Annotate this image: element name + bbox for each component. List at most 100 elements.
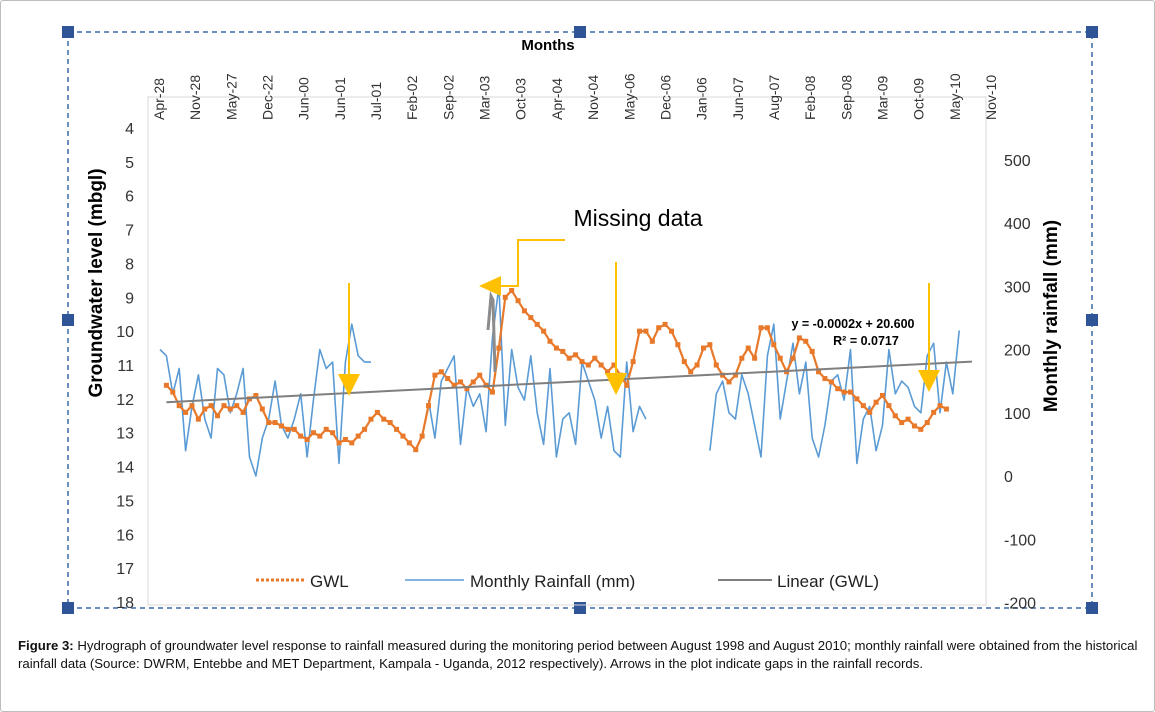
x-tick-label: Sep-08 (838, 75, 854, 120)
gwl-marker (553, 345, 559, 351)
gap-arrow-1-head (338, 374, 360, 396)
x-tick-label: Feb-08 (802, 75, 818, 120)
gwl-marker (899, 420, 905, 426)
gwl-marker (739, 355, 745, 361)
x-tick-label: Dec-06 (657, 75, 673, 120)
resize-handle-bm[interactable] (574, 602, 586, 614)
gwl-marker (611, 362, 617, 368)
legend-label-gwl: GWL (310, 572, 349, 591)
gwl-marker (374, 409, 380, 415)
y-right-tick-label: 0 (1004, 469, 1013, 486)
gwl-marker (771, 342, 777, 348)
x-axis-title: Months (521, 37, 574, 54)
gwl-marker (406, 440, 412, 446)
x-tick-label: Dec-22 (260, 75, 276, 120)
resize-handle-tm[interactable] (574, 26, 586, 38)
gwl-marker (937, 403, 943, 409)
gwl-marker (764, 325, 770, 331)
y-left-tick-label: 12 (116, 392, 134, 409)
gwl-marker (253, 392, 259, 398)
gwl-marker (892, 413, 898, 419)
gwl-marker (700, 345, 706, 351)
gap-arrow-3-head (918, 370, 940, 392)
gwl-marker (713, 362, 719, 368)
gwl-marker (528, 315, 534, 321)
x-tick-label: Aug-07 (766, 75, 782, 120)
x-tick-label: May-06 (621, 73, 637, 120)
trendline-r-squared: R² = 0.0717 (833, 334, 899, 348)
gwl-marker (848, 389, 854, 395)
gwl-marker (202, 406, 208, 412)
selection-border (67, 31, 1093, 609)
gwl-marker (278, 423, 284, 429)
y-left-tick-label: 7 (125, 223, 134, 240)
gwl-marker (489, 389, 495, 395)
gwl-marker (304, 436, 310, 442)
gwl-marker (458, 379, 464, 385)
gwl-marker (183, 409, 189, 415)
resize-handle-tr[interactable] (1086, 26, 1098, 38)
gwl-marker (298, 433, 304, 439)
x-tick-label: Nov-04 (585, 75, 601, 120)
gwl-marker (266, 420, 272, 426)
y-right-tick-label: 300 (1004, 279, 1031, 296)
x-tick-label: Oct-09 (911, 78, 927, 120)
resize-handle-mr[interactable] (1086, 314, 1098, 326)
y-axis-title-right: Monthly rainfall (mm) (1041, 220, 1062, 412)
y-right-tick-label: -100 (1004, 532, 1036, 549)
gwl-marker (707, 342, 713, 348)
gwl-marker (445, 376, 451, 382)
gwl-marker (688, 369, 694, 375)
gwl-marker (560, 348, 566, 354)
gwl-marker (285, 426, 291, 432)
y-right-tick-label: 500 (1004, 153, 1031, 170)
x-tick-label: Jun-00 (296, 77, 312, 120)
axes-group: 4 5 6 7 8 9 10 11 12 13 14 15 16 17 18 500 400 300 200 100 0… (116, 73, 1036, 612)
y-left-tick-label: 18 (116, 595, 134, 612)
gwl-marker (598, 362, 604, 368)
y-right-tick-label: 100 (1004, 406, 1031, 423)
gwl-marker (879, 392, 885, 398)
gwl-marker (336, 440, 342, 446)
missing-data-label: Missing data (573, 205, 702, 231)
gwl-marker (828, 379, 834, 385)
rainfall-line (159, 285, 960, 477)
gwl-marker (924, 420, 930, 426)
gwl-marker (694, 362, 700, 368)
series-group (159, 285, 973, 477)
resize-handle-ml[interactable] (62, 314, 74, 326)
gwl-marker (464, 386, 470, 392)
x-tick-label: Jun-07 (730, 77, 746, 120)
y-right-tick-label: 200 (1004, 343, 1031, 360)
gwl-marker (822, 376, 828, 382)
gwl-marker (438, 369, 444, 375)
gwl-marker (521, 308, 527, 314)
resize-handle-br[interactable] (1086, 602, 1098, 614)
y-left-tick-label: 13 (116, 426, 134, 443)
x-tick-label: Sep-02 (440, 75, 456, 120)
legend-label-rainfall: Monthly Rainfall (mm) (470, 572, 635, 591)
gwl-marker (905, 416, 911, 422)
hydrograph-chart: 4 5 6 7 8 9 10 11 12 13 14 15 16 17 18 500 400 300 200 100 0… (62, 26, 1098, 614)
x-tick-label: Mar-09 (874, 75, 890, 120)
x-tick-label: Apr-04 (549, 78, 565, 120)
gwl-marker (342, 436, 348, 442)
y-left-tick-label: 4 (125, 121, 134, 138)
gwl-marker (605, 369, 611, 375)
gwl-marker (643, 328, 649, 334)
gwl-marker (726, 379, 732, 385)
gwl-marker (931, 409, 937, 415)
x-tick-label: Apr-28 (151, 78, 167, 120)
gwl-marker (579, 359, 585, 365)
gwl-marker (310, 430, 316, 436)
x-tick-label: May-27 (223, 73, 239, 120)
gwl-marker (195, 416, 201, 422)
gwl-marker (163, 382, 169, 388)
resize-handle-bl[interactable] (62, 602, 74, 614)
gwl-marker (470, 379, 476, 385)
gwl-marker (215, 413, 221, 419)
resize-handle-tl[interactable] (62, 26, 74, 38)
gwl-marker (854, 396, 860, 402)
gwl-marker (221, 403, 227, 409)
gwl-marker (547, 338, 553, 344)
